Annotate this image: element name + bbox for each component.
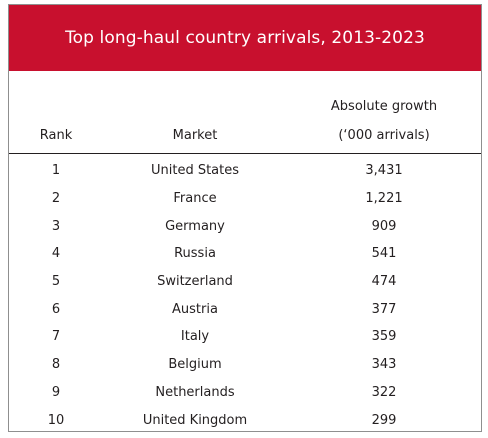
cell-growth: 359 xyxy=(371,329,397,345)
cell-market: France xyxy=(173,191,217,207)
cell-market: Germany xyxy=(165,218,225,234)
table-row: 2 France 1,221 xyxy=(9,185,481,213)
header-market: Market xyxy=(172,128,218,143)
cell-growth: 541 xyxy=(371,246,397,262)
cell-rank: 9 xyxy=(51,384,61,400)
table-header: Rank Market Absolute growth (‘000 arriva… xyxy=(9,71,481,154)
cell-market: Belgium xyxy=(168,357,222,373)
cell-growth: 322 xyxy=(371,384,397,400)
cell-market: Russia xyxy=(174,246,216,262)
cell-rank: 2 xyxy=(51,191,61,207)
cell-rank: 6 xyxy=(51,301,61,317)
cell-rank: 8 xyxy=(51,357,61,373)
cell-market: United States xyxy=(150,163,240,179)
cell-market: Switzerland xyxy=(157,274,233,290)
cell-growth: 299 xyxy=(371,412,397,428)
cell-rank: 3 xyxy=(51,218,61,234)
cell-market: Austria xyxy=(172,301,218,317)
cell-rank: 10 xyxy=(47,412,65,428)
cell-market: Italy xyxy=(180,329,210,345)
header-growth-line1: Absolute growth xyxy=(330,99,438,114)
cell-growth: 474 xyxy=(371,274,397,290)
table-row: 3 Germany 909 xyxy=(9,212,481,240)
cell-market: United Kingdom xyxy=(142,412,248,428)
cell-rank: 4 xyxy=(51,246,61,262)
table-row: 7 Italy 359 xyxy=(9,323,481,351)
cell-rank: 5 xyxy=(51,274,61,290)
table-title: Top long-haul country arrivals, 2013-202… xyxy=(65,28,425,48)
table-row: 5 Switzerland 474 xyxy=(9,268,481,296)
table-row: 8 Belgium 343 xyxy=(9,351,481,379)
cell-growth: 1,221 xyxy=(365,191,403,207)
table-frame: Top long-haul country arrivals, 2013-202… xyxy=(8,4,482,432)
table-body: 1 United States 3,431 2 France 1,221 3 G… xyxy=(9,154,481,434)
table-row: 4 Russia 541 xyxy=(9,240,481,268)
table-row: 10 United Kingdom 299 xyxy=(9,406,481,434)
cell-market: Netherlands xyxy=(155,384,235,400)
header-growth-line2: (‘000 arrivals) xyxy=(338,128,430,143)
table-row: 9 Netherlands 322 xyxy=(9,379,481,407)
cell-rank: 7 xyxy=(51,329,61,345)
cell-growth: 3,431 xyxy=(365,163,403,179)
cell-rank: 1 xyxy=(51,163,61,179)
title-bar: Top long-haul country arrivals, 2013-202… xyxy=(9,5,481,71)
header-rank: Rank xyxy=(39,128,73,143)
cell-growth: 377 xyxy=(371,301,397,317)
table-row: 1 United States 3,431 xyxy=(9,157,481,185)
cell-growth: 343 xyxy=(371,357,397,373)
cell-growth: 909 xyxy=(371,218,397,234)
table-row: 6 Austria 377 xyxy=(9,295,481,323)
